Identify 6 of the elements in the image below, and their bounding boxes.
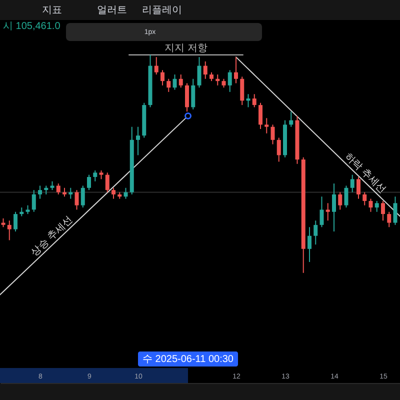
text: 얼러트	[97, 5, 127, 16]
series-label: 지지 저항	[164, 42, 208, 54]
text: 수 2025-06-11 00:30	[142, 354, 234, 365]
text: 지표	[42, 5, 62, 16]
text: 리플레이	[142, 5, 182, 16]
text: 시 105,461.0	[3, 21, 61, 32]
